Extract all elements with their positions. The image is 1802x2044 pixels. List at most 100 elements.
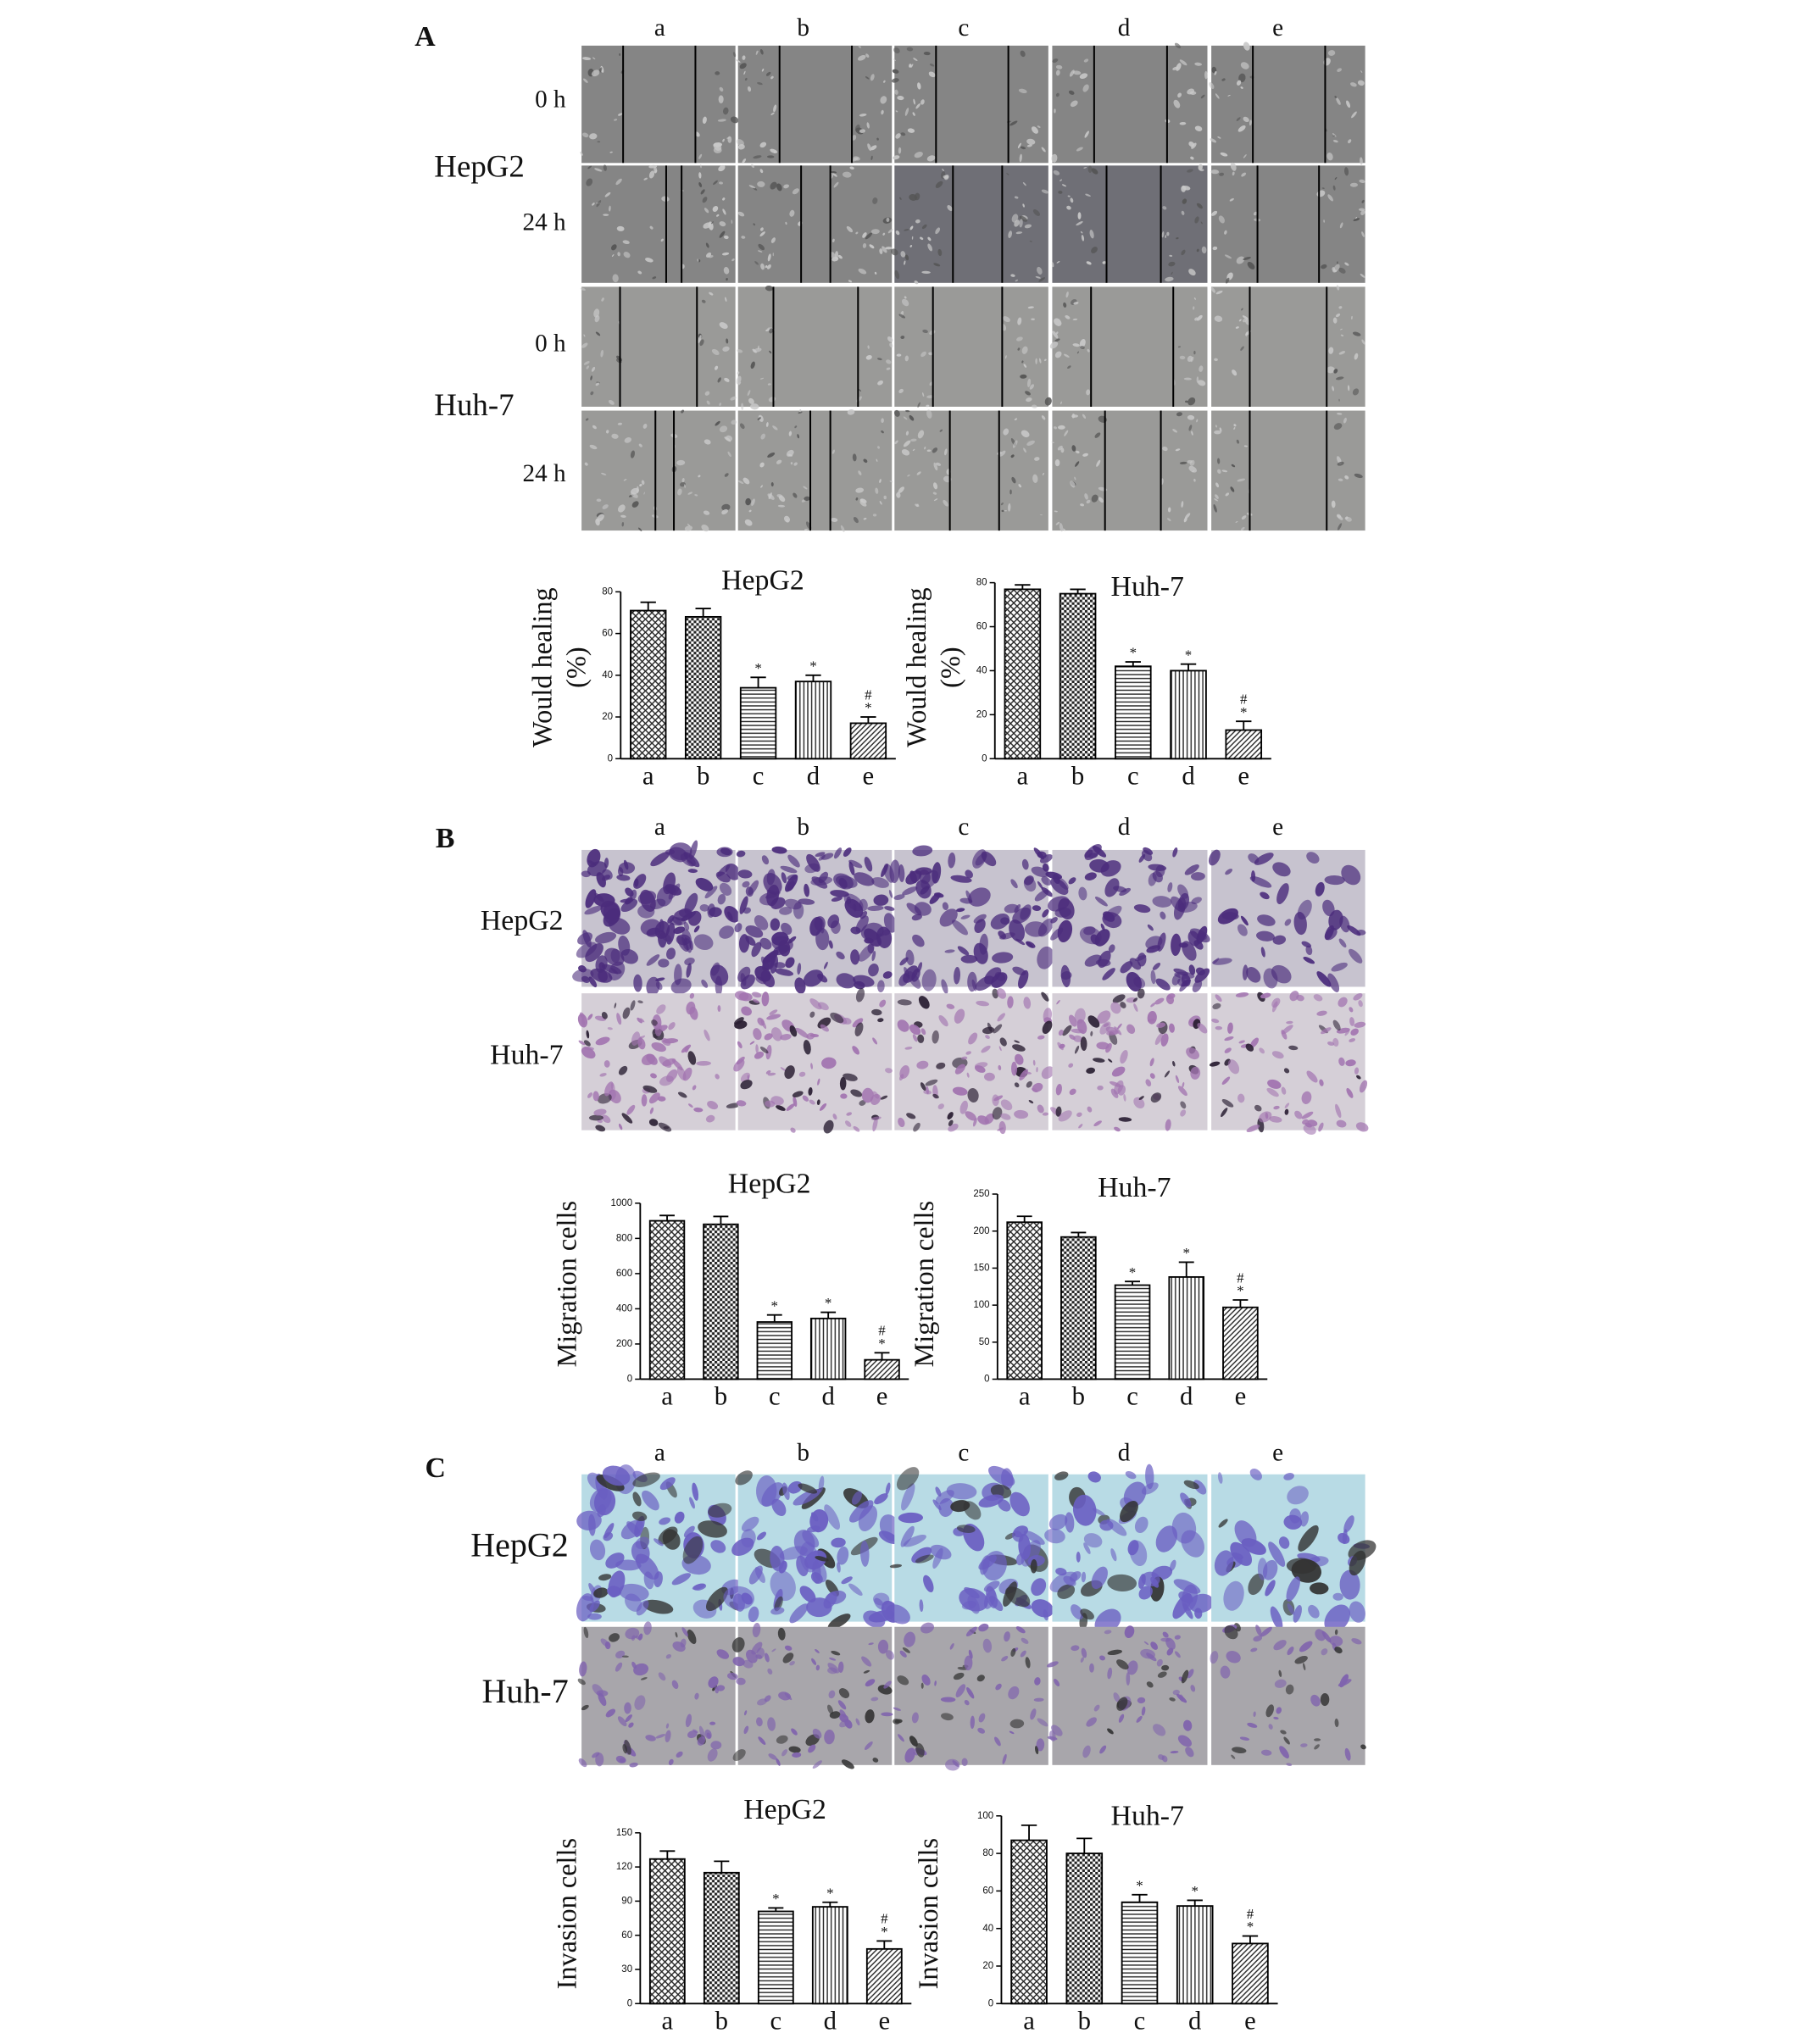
- significance-marker: *: [1182, 1245, 1189, 1261]
- cell: [1086, 499, 1091, 504]
- cell: [631, 1031, 641, 1046]
- cell: [641, 1053, 656, 1066]
- chart-title: HepG2: [743, 1794, 826, 1825]
- cell: [1081, 235, 1085, 242]
- cell: [784, 1692, 793, 1701]
- cell: [879, 999, 887, 1008]
- cell: [1349, 182, 1358, 187]
- cell: [698, 1520, 727, 1538]
- bar: [1115, 665, 1152, 760]
- cell: [1124, 1625, 1135, 1639]
- cell: [1080, 1657, 1084, 1663]
- cell: [1181, 1669, 1189, 1684]
- micrograph: [723, 1470, 902, 1630]
- cell: [737, 966, 751, 982]
- cell: [883, 495, 887, 500]
- cell: [846, 896, 852, 905]
- cell: [843, 847, 852, 857]
- cell: [1053, 169, 1060, 175]
- cell: [773, 104, 777, 113]
- cell: [926, 409, 932, 419]
- cell: [760, 263, 765, 270]
- cell: [1181, 501, 1184, 508]
- cell: [586, 1030, 590, 1039]
- cell: [830, 252, 836, 258]
- cell: [756, 50, 759, 53]
- cell: [993, 1024, 1003, 1034]
- cell: [846, 225, 854, 233]
- cell: [1333, 264, 1340, 273]
- cell: [1165, 235, 1166, 239]
- cell: [919, 1599, 924, 1613]
- cell: [1352, 388, 1360, 396]
- cell: [1048, 1514, 1068, 1530]
- cell: [1352, 331, 1361, 336]
- cell: [585, 418, 589, 421]
- cell: [827, 1667, 837, 1675]
- cell: [1199, 365, 1204, 372]
- cell: [595, 1125, 606, 1132]
- cell: [626, 1521, 642, 1536]
- cell: [1221, 78, 1226, 81]
- cell: [659, 1517, 671, 1525]
- micrograph: [1050, 988, 1208, 1132]
- cell: [731, 1637, 745, 1652]
- cell: [1033, 1697, 1044, 1702]
- cell: [1072, 318, 1078, 321]
- cell: [1301, 941, 1312, 948]
- cell: [1107, 1667, 1113, 1680]
- cell: [1215, 425, 1217, 428]
- cell: [1157, 1671, 1167, 1678]
- cell: [751, 164, 754, 169]
- cell: [1257, 1558, 1268, 1580]
- cell: [1172, 847, 1178, 858]
- cell: [624, 1740, 631, 1755]
- cell: [1150, 1641, 1159, 1650]
- cell: [1211, 1018, 1220, 1024]
- cell: [804, 496, 810, 501]
- cell: [1328, 347, 1334, 354]
- cell: [1073, 302, 1079, 305]
- cell: [659, 919, 665, 932]
- cell: [731, 419, 737, 425]
- cell: [722, 138, 725, 142]
- significance-marker: #: [1237, 1269, 1244, 1286]
- cell: [1102, 968, 1115, 980]
- cell: [1213, 503, 1217, 513]
- cell: [1194, 317, 1199, 321]
- cell: [618, 1123, 623, 1130]
- cell: [1182, 1081, 1185, 1088]
- column-label: b: [797, 14, 809, 42]
- cell: [1155, 1525, 1177, 1552]
- cell: [978, 1494, 1004, 1508]
- cell: [1338, 1533, 1350, 1544]
- cell: [877, 380, 883, 386]
- cell: [809, 998, 822, 1010]
- cell: [1041, 415, 1046, 420]
- cell: [979, 933, 988, 955]
- cell: [843, 1073, 858, 1081]
- cell: [1165, 1119, 1171, 1131]
- cell: [946, 1003, 955, 1009]
- cell: [633, 1663, 649, 1676]
- x-tick-label: d: [821, 1382, 834, 1411]
- cell: [659, 1075, 674, 1086]
- significance-marker: *: [1130, 645, 1137, 661]
- cell: [1245, 1043, 1254, 1052]
- cell: [719, 425, 728, 433]
- cell: [842, 171, 852, 178]
- cell: [1110, 1548, 1117, 1562]
- cell: [764, 1695, 771, 1702]
- y-tick-label: 60: [976, 622, 987, 632]
- cell: [874, 271, 877, 275]
- cell: [910, 438, 917, 442]
- micrograph: [572, 840, 741, 997]
- x-tick-label: d: [807, 761, 820, 790]
- cell: [770, 1546, 785, 1571]
- cell: [886, 217, 890, 223]
- cell: [909, 1736, 918, 1747]
- cell: [616, 225, 625, 231]
- micrograph: [731, 1623, 894, 1769]
- cell: [586, 365, 590, 369]
- cell: [883, 80, 886, 83]
